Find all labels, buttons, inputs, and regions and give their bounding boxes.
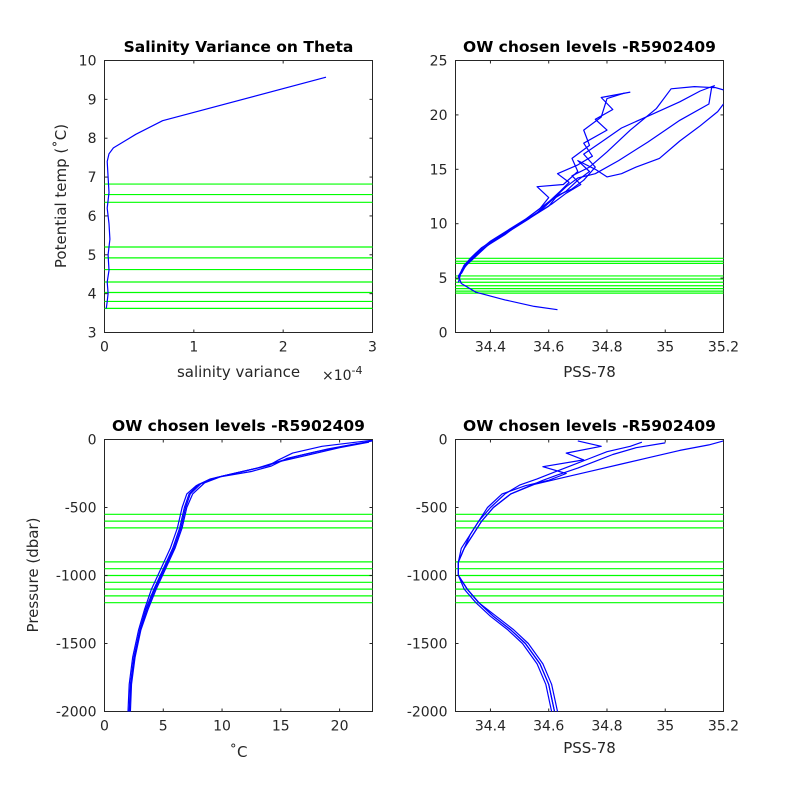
y-tick-label: 8 xyxy=(88,131,97,147)
y-tick-label: 0 xyxy=(439,433,448,449)
y-tick-label: 0 xyxy=(439,326,448,342)
x-tick-label: 34.6 xyxy=(533,719,564,735)
y-axis-label: Potential temp (˚C) xyxy=(52,124,70,268)
plot-area xyxy=(104,76,373,310)
y-tick-label: 9 xyxy=(88,92,97,108)
x-tick-label: 35 xyxy=(656,340,674,356)
profile-line xyxy=(457,441,643,712)
x-axis-exponent: ×10-4 xyxy=(322,364,363,384)
y-tick-label: -1000 xyxy=(56,569,97,585)
y-tick-label: 10 xyxy=(430,217,448,233)
y-tick-label: 25 xyxy=(430,54,448,70)
y-tick-label: 20 xyxy=(430,108,448,124)
x-tick-label: 35.2 xyxy=(708,340,739,356)
x-tick-label: 35 xyxy=(656,719,674,735)
panel-pressure-temperature: OW chosen levels -R5902409 ˚C Pressure (… xyxy=(24,417,373,761)
profile-line xyxy=(460,85,715,271)
profile-line xyxy=(457,103,724,311)
plot-area xyxy=(104,439,373,712)
y-tick-label: 4 xyxy=(88,287,97,303)
y-tick-label: -500 xyxy=(65,501,97,517)
y-tick-label: -1500 xyxy=(56,637,97,653)
y-tick-label: 10 xyxy=(79,54,97,70)
plot-area xyxy=(455,440,724,712)
x-tick-label: 5 xyxy=(159,719,168,735)
y-tick-label: 15 xyxy=(430,162,448,178)
profile-line xyxy=(105,76,327,309)
x-axis-label: PSS-78 xyxy=(563,363,616,381)
plot-area xyxy=(455,84,724,311)
x-tick-label: 34.6 xyxy=(533,340,564,356)
y-tick-label: -2000 xyxy=(56,705,97,721)
x-axis-label: ˚C xyxy=(230,743,248,761)
profile-line xyxy=(457,91,631,279)
panel-title: OW chosen levels -R5902409 xyxy=(463,38,716,56)
y-tick-label: 5 xyxy=(88,248,97,264)
x-tick-label: 34.8 xyxy=(591,719,622,735)
y-tick-label: 3 xyxy=(88,326,97,342)
x-tick-label: 1 xyxy=(189,340,198,356)
y-tick-label: 0 xyxy=(88,433,97,449)
x-axis-label: salinity variance xyxy=(177,363,300,381)
x-tick-label: 2 xyxy=(279,340,288,356)
x-tick-label: 34.4 xyxy=(475,719,506,735)
axes-box xyxy=(104,60,373,333)
y-tick-label: 6 xyxy=(88,209,97,225)
x-tick-label: 10 xyxy=(213,719,231,735)
x-tick-label: 34.4 xyxy=(475,340,506,356)
x-axis-label: PSS-78 xyxy=(563,739,616,757)
x-tick-label: 0 xyxy=(100,719,109,735)
panel-pressure-salinity: OW chosen levels -R5902409 PSS-78 34.4 34… xyxy=(407,417,739,757)
x-tick-label: 35.2 xyxy=(708,719,739,735)
y-tick-label: -1000 xyxy=(407,569,448,585)
axes-box xyxy=(455,60,724,333)
profile-line xyxy=(128,440,373,712)
y-axis-label: Pressure (dbar) xyxy=(24,518,42,633)
x-tick-label: 15 xyxy=(272,719,290,735)
panel-title: OW chosen levels -R5902409 xyxy=(463,417,716,435)
profile-line xyxy=(457,442,666,712)
y-tick-label: 5 xyxy=(439,271,448,287)
x-exponent-power: -4 xyxy=(352,364,363,377)
x-tick-label: 3 xyxy=(368,340,377,356)
y-tick-label: 7 xyxy=(88,170,97,186)
panel-salinity-variance: Salinity Variance on Theta salinity vari… xyxy=(52,38,377,384)
y-tick-label: -500 xyxy=(416,501,448,517)
panel-title: Salinity Variance on Theta xyxy=(124,38,354,56)
y-tick-label: -2000 xyxy=(407,705,448,721)
y-tick-label: -1500 xyxy=(407,637,448,653)
panel-title: OW chosen levels -R5902409 xyxy=(112,417,365,435)
x-tick-label: 0 xyxy=(100,340,109,356)
panel-theta-salinity: OW chosen levels -R5902409 PSS-78 34.4 34… xyxy=(430,38,739,381)
x-tick-label: 20 xyxy=(331,719,349,735)
x-tick-label: 34.8 xyxy=(591,340,622,356)
x-exponent-base: ×10 xyxy=(322,368,352,384)
